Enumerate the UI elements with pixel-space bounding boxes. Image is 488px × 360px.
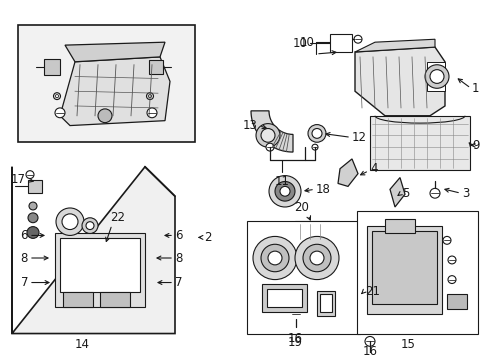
Circle shape <box>364 337 374 346</box>
Text: 16: 16 <box>287 332 302 345</box>
Circle shape <box>55 108 65 118</box>
Circle shape <box>256 123 280 147</box>
Bar <box>366 226 441 314</box>
Circle shape <box>28 213 38 223</box>
Text: 1: 1 <box>471 82 479 95</box>
Text: 19: 19 <box>287 337 302 350</box>
Text: 12: 12 <box>351 131 366 144</box>
Circle shape <box>29 202 37 210</box>
Text: 17: 17 <box>11 173 26 186</box>
Polygon shape <box>65 42 164 62</box>
Bar <box>60 238 140 292</box>
Bar <box>266 289 302 307</box>
Circle shape <box>307 125 325 142</box>
Polygon shape <box>354 47 444 116</box>
Text: 20: 20 <box>294 201 309 214</box>
Bar <box>63 292 93 307</box>
Polygon shape <box>12 167 175 334</box>
Bar <box>316 291 334 316</box>
Circle shape <box>147 108 157 118</box>
Text: 5: 5 <box>401 187 408 200</box>
Text: 8: 8 <box>20 252 28 265</box>
Text: 21: 21 <box>364 285 379 298</box>
Text: 18: 18 <box>315 183 330 196</box>
Text: 3: 3 <box>461 187 468 200</box>
Circle shape <box>27 226 39 238</box>
Circle shape <box>261 129 274 142</box>
Circle shape <box>82 218 98 234</box>
Text: 6: 6 <box>20 229 28 242</box>
Circle shape <box>252 237 296 280</box>
Bar <box>100 292 130 307</box>
Bar <box>384 219 414 234</box>
Circle shape <box>86 222 94 230</box>
Text: 22: 22 <box>110 211 125 224</box>
Circle shape <box>274 181 294 201</box>
Polygon shape <box>337 159 357 186</box>
Circle shape <box>424 65 448 88</box>
Bar <box>319 294 331 312</box>
Circle shape <box>265 143 273 151</box>
Bar <box>246 221 359 334</box>
Text: 7: 7 <box>20 276 28 289</box>
Bar <box>44 59 60 75</box>
Circle shape <box>268 176 301 207</box>
Circle shape <box>311 144 317 150</box>
Text: 16: 16 <box>362 345 377 358</box>
Circle shape <box>267 251 282 265</box>
Circle shape <box>148 95 151 98</box>
Text: 11: 11 <box>274 175 289 188</box>
Text: 8: 8 <box>67 114 68 115</box>
Circle shape <box>309 251 324 265</box>
Polygon shape <box>250 111 292 152</box>
Text: 4: 4 <box>369 162 377 175</box>
Polygon shape <box>426 62 444 91</box>
Text: 15: 15 <box>400 338 415 351</box>
Bar <box>371 230 436 304</box>
Circle shape <box>353 35 361 43</box>
Bar <box>329 34 351 52</box>
Text: 13: 13 <box>243 119 258 132</box>
Circle shape <box>261 244 288 272</box>
Circle shape <box>447 256 455 264</box>
Polygon shape <box>389 177 404 207</box>
Circle shape <box>26 171 34 179</box>
Bar <box>356 211 477 334</box>
Circle shape <box>294 237 338 280</box>
Text: 9: 9 <box>471 139 479 152</box>
Bar <box>369 116 469 170</box>
Circle shape <box>55 95 59 98</box>
Circle shape <box>429 69 443 84</box>
Circle shape <box>290 309 301 319</box>
Circle shape <box>303 244 330 272</box>
Circle shape <box>442 237 450 244</box>
Bar <box>18 24 195 142</box>
Circle shape <box>56 208 84 235</box>
Text: 14: 14 <box>74 338 89 351</box>
Text: 7: 7 <box>175 276 182 289</box>
Circle shape <box>447 276 455 284</box>
Text: 10: 10 <box>292 37 307 50</box>
Circle shape <box>53 93 61 100</box>
Bar <box>294 221 329 242</box>
Bar <box>262 284 306 312</box>
Text: 2: 2 <box>203 231 211 244</box>
Bar <box>149 60 163 73</box>
Bar <box>55 234 145 307</box>
Circle shape <box>280 186 289 196</box>
Circle shape <box>98 109 112 123</box>
Bar <box>446 294 466 309</box>
Text: 6: 6 <box>175 229 182 242</box>
Polygon shape <box>354 39 434 52</box>
Circle shape <box>146 93 153 100</box>
Text: 8: 8 <box>175 252 182 265</box>
Circle shape <box>429 188 439 198</box>
Bar <box>28 180 42 193</box>
Polygon shape <box>60 57 170 126</box>
Circle shape <box>311 129 321 138</box>
Text: 10: 10 <box>300 36 314 49</box>
Circle shape <box>62 214 78 230</box>
